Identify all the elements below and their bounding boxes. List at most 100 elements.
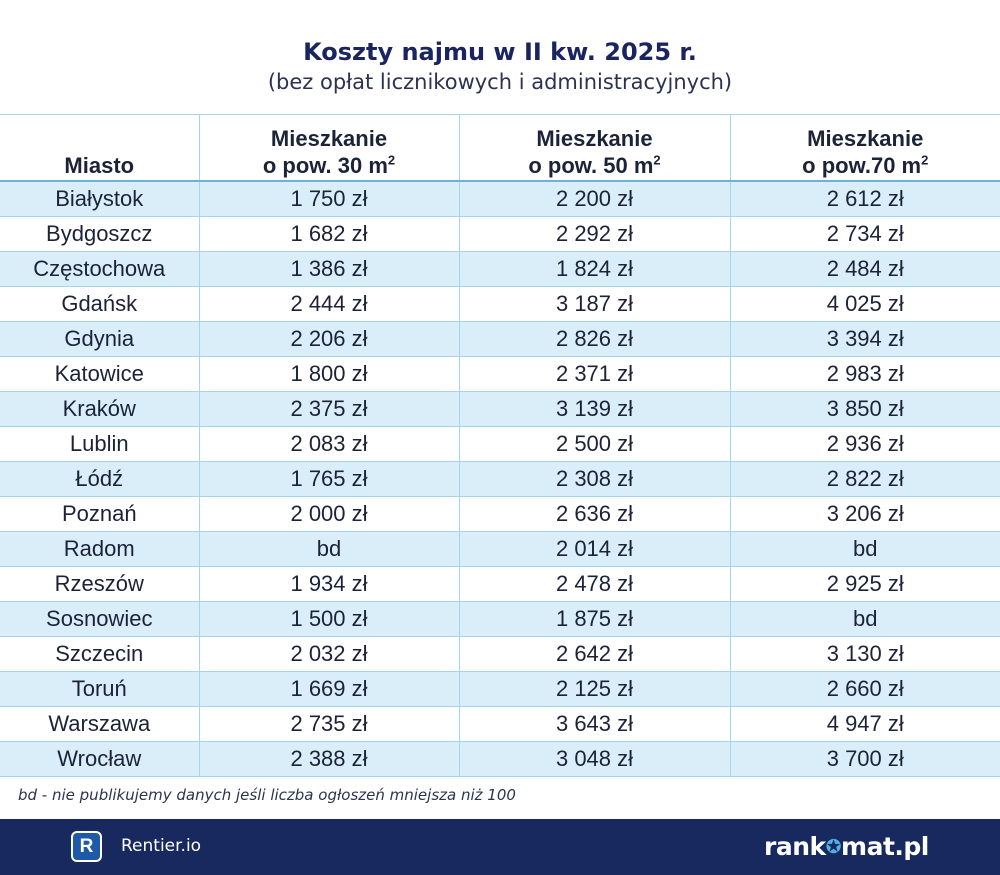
price-50m2-cell: 2 636 zł: [458, 496, 731, 531]
city-cell: Wrocław: [0, 741, 200, 776]
header-30m2-line1: Mieszkanie: [270, 125, 388, 151]
rankomat-logo-part1: rank: [764, 832, 826, 861]
city-cell: Bydgoszcz: [0, 216, 200, 251]
header-70m2-line2: o pow.70 m: [802, 152, 922, 178]
header-30m2: Mieszkanie o pow. 30 m2: [198, 114, 460, 181]
footnote: bd - nie publikujemy danych jeśli liczba…: [18, 786, 516, 804]
header-70m2-line1: Mieszkanie: [807, 125, 924, 151]
price-30m2-cell: 1 669 zł: [198, 671, 460, 706]
table-row: Lublin 2 083 zł 2 500 zł 2 936 zł: [0, 426, 1000, 461]
city-cell: Lublin: [0, 426, 200, 461]
city-cell: Warszawa: [0, 706, 200, 741]
price-30m2-cell: 1 765 zł: [198, 461, 460, 496]
price-50m2-cell: 2 308 zł: [458, 461, 731, 496]
rent-cost-table: Miasto Mieszkanie o pow. 30 m2 Mieszkani…: [0, 114, 1000, 777]
price-70m2-cell: 4 025 zł: [729, 286, 1000, 321]
price-30m2-cell: 2 444 zł: [198, 286, 460, 321]
price-70m2-cell: 3 700 zł: [729, 741, 1000, 776]
price-30m2-cell: 2 206 zł: [198, 321, 460, 356]
page-title: Koszty najmu w II kw. 2025 r.: [303, 38, 697, 66]
table-row: Warszawa 2 735 zł 3 643 zł 4 947 zł: [0, 706, 1000, 741]
table-row: Sosnowiec 1 500 zł 1 875 zł bd: [0, 601, 1000, 636]
price-70m2-cell: 3 130 zł: [729, 636, 1000, 671]
price-30m2-cell: 1 800 zł: [198, 356, 460, 391]
header-30m2-line2: o pow. 30 m: [262, 152, 388, 178]
table-row: Łódź 1 765 zł 2 308 zł 2 822 zł: [0, 461, 1000, 496]
table-header-row: Miasto Mieszkanie o pow. 30 m2 Mieszkani…: [0, 114, 1000, 181]
city-cell: Gdynia: [0, 321, 200, 356]
price-50m2-cell: 3 139 zł: [458, 391, 731, 426]
table-row: Bydgoszcz 1 682 zł 2 292 zł 2 734 zł: [0, 216, 1000, 251]
header-70m2-sup: 2: [921, 152, 929, 168]
price-50m2-cell: 3 643 zł: [458, 706, 731, 741]
table-row: Szczecin 2 032 zł 2 642 zł 3 130 zł: [0, 636, 1000, 671]
city-cell: Gdańsk: [0, 286, 200, 321]
header-city-label: Miasto: [64, 152, 135, 178]
table-row: Gdynia 2 206 zł 2 826 zł 3 394 zł: [0, 321, 1000, 356]
city-cell: Rzeszów: [0, 566, 200, 601]
city-cell: Katowice: [0, 356, 200, 391]
header: Koszty najmu w II kw. 2025 r. (bez opłat…: [0, 36, 1000, 96]
price-50m2-cell: 2 014 zł: [458, 531, 731, 566]
price-30m2-cell: 1 934 zł: [198, 566, 460, 601]
price-30m2-cell: 2 375 zł: [198, 391, 460, 426]
header-30m2-sup: 2: [387, 152, 396, 168]
price-70m2-cell: 2 660 zł: [729, 671, 1000, 706]
header-50m2-line1: Mieszkanie: [536, 125, 653, 151]
city-cell: Częstochowa: [0, 251, 200, 286]
price-70m2-cell: 3 394 zł: [729, 321, 1000, 356]
page-subtitle: (bez opłat licznikowych i administracyjn…: [267, 70, 733, 94]
price-70m2-cell: 4 947 zł: [729, 706, 1000, 741]
price-50m2-cell: 3 187 zł: [458, 286, 731, 321]
city-cell: Poznań: [0, 496, 200, 531]
price-70m2-cell: 2 925 zł: [729, 566, 1000, 601]
price-30m2-cell: 2 388 zł: [198, 741, 460, 776]
price-50m2-cell: 2 200 zł: [458, 180, 731, 216]
price-50m2-cell: 2 478 zł: [458, 566, 731, 601]
price-70m2-cell: 2 612 zł: [729, 180, 1000, 216]
price-70m2-cell: 2 734 zł: [729, 216, 1000, 251]
table-row: Rzeszów 1 934 zł 2 478 zł 2 925 zł: [0, 566, 1000, 601]
price-70m2-cell: 2 822 zł: [729, 461, 1000, 496]
header-50m2-line2: o pow. 50 m: [528, 152, 654, 178]
table-row: Wrocław 2 388 zł 3 048 zł 3 700 zł: [0, 741, 1000, 776]
price-50m2-cell: 2 642 zł: [458, 636, 731, 671]
table-row: Kraków 2 375 zł 3 139 zł 3 850 zł: [0, 391, 1000, 426]
header-50m2: Mieszkanie o pow. 50 m2: [458, 114, 731, 181]
price-50m2-cell: 2 500 zł: [458, 426, 731, 461]
price-30m2-cell: 2 083 zł: [198, 426, 460, 461]
header-50m2-sup: 2: [653, 152, 661, 168]
price-30m2-cell: 1 750 zł: [198, 180, 460, 216]
rentier-logo-icon: R: [71, 831, 102, 862]
price-50m2-cell: 3 048 zł: [458, 741, 731, 776]
table-row: Białystok 1 750 zł 2 200 zł 2 612 zł: [0, 180, 1000, 216]
price-50m2-cell: 2 292 zł: [458, 216, 731, 251]
table-row: Gdańsk 2 444 zł 3 187 zł 4 025 zł: [0, 286, 1000, 321]
city-cell: Toruń: [0, 671, 200, 706]
city-cell: Radom: [0, 531, 200, 566]
footer-bar: R Rentier.io rank✪mat.pl: [0, 819, 1000, 875]
price-30m2-cell: bd: [198, 531, 460, 566]
rentier-brand-name: Rentier.io: [121, 836, 202, 856]
header-city: Miasto: [0, 114, 200, 181]
price-70m2-cell: bd: [729, 531, 1000, 566]
price-50m2-cell: 2 826 zł: [458, 321, 731, 356]
table-row: Toruń 1 669 zł 2 125 zł 2 660 zł: [0, 671, 1000, 706]
price-50m2-cell: 1 824 zł: [458, 251, 731, 286]
price-70m2-cell: 3 850 zł: [729, 391, 1000, 426]
header-70m2: Mieszkanie o pow.70 m2: [729, 114, 1000, 181]
rankomat-star-icon: ✪: [825, 836, 842, 858]
city-cell: Łódź: [0, 461, 200, 496]
city-cell: Sosnowiec: [0, 601, 200, 636]
city-cell: Szczecin: [0, 636, 200, 671]
table-row: Katowice 1 800 zł 2 371 zł 2 983 zł: [0, 356, 1000, 391]
city-cell: Kraków: [0, 391, 200, 426]
price-30m2-cell: 2 000 zł: [198, 496, 460, 531]
price-30m2-cell: 2 735 zł: [198, 706, 460, 741]
table-row: Radom bd 2 014 zł bd: [0, 531, 1000, 566]
price-70m2-cell: bd: [729, 601, 1000, 636]
price-70m2-cell: 2 936 zł: [729, 426, 1000, 461]
rankomat-logo: rank✪mat.pl: [764, 832, 929, 861]
price-50m2-cell: 2 125 zł: [458, 671, 731, 706]
price-70m2-cell: 2 983 zł: [729, 356, 1000, 391]
